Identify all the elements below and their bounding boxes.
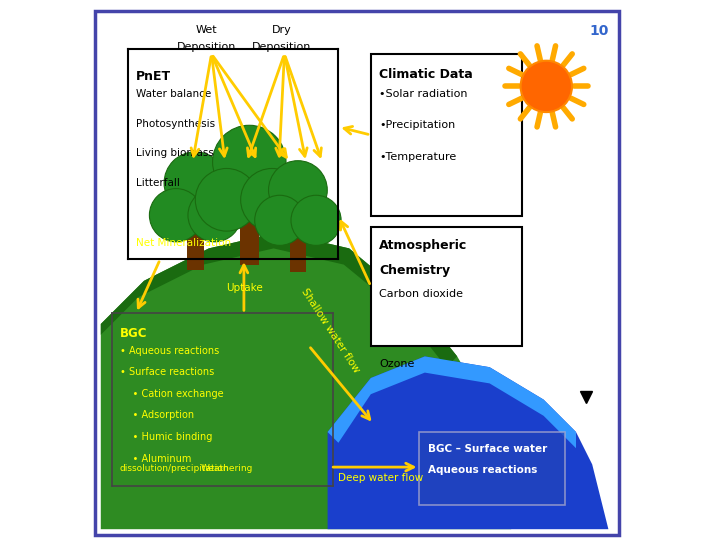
- Circle shape: [195, 168, 258, 231]
- Polygon shape: [328, 356, 608, 529]
- Text: Litterfall: Litterfall: [136, 178, 180, 188]
- Text: BGC – Surface water: BGC – Surface water: [428, 444, 546, 454]
- Text: Shallow water flow: Shallow water flow: [300, 287, 361, 375]
- Circle shape: [521, 60, 572, 112]
- Text: Chemistry: Chemistry: [379, 264, 450, 276]
- Circle shape: [269, 161, 328, 219]
- Bar: [187, 211, 204, 270]
- Circle shape: [255, 195, 305, 245]
- Text: • Adsorption: • Adsorption: [120, 410, 194, 421]
- Text: Weathering: Weathering: [201, 464, 253, 474]
- Text: Photosynthesis: Photosynthesis: [136, 119, 215, 129]
- FancyBboxPatch shape: [419, 432, 565, 505]
- Text: 10: 10: [589, 24, 608, 38]
- Text: • Aluminum: • Aluminum: [120, 454, 191, 464]
- Text: Net Mineralization: Net Mineralization: [136, 238, 231, 248]
- FancyBboxPatch shape: [371, 54, 522, 216]
- Text: Deposition: Deposition: [252, 42, 311, 52]
- Text: Ozone: Ozone: [379, 359, 414, 369]
- Text: Dry: Dry: [272, 25, 292, 35]
- Text: Wet: Wet: [195, 25, 217, 35]
- Text: Climatic Data: Climatic Data: [379, 68, 472, 80]
- Circle shape: [212, 125, 286, 199]
- Text: •Temperature: •Temperature: [379, 152, 456, 162]
- Polygon shape: [101, 232, 511, 529]
- Text: • Surface reactions: • Surface reactions: [120, 367, 214, 377]
- Circle shape: [150, 188, 202, 242]
- Text: • Cation exchange: • Cation exchange: [120, 389, 223, 399]
- Text: Aqueous reactions: Aqueous reactions: [428, 465, 537, 476]
- Circle shape: [164, 152, 227, 214]
- Circle shape: [291, 195, 341, 245]
- Text: Water balance: Water balance: [136, 89, 211, 99]
- Text: •Precipitation: •Precipitation: [379, 120, 455, 131]
- Text: Uptake: Uptake: [227, 282, 264, 293]
- Circle shape: [188, 188, 241, 242]
- Text: Atmospheric: Atmospheric: [379, 239, 467, 252]
- Bar: [290, 216, 306, 272]
- Polygon shape: [101, 232, 457, 367]
- Text: • Humic binding: • Humic binding: [120, 432, 212, 442]
- FancyBboxPatch shape: [371, 227, 522, 346]
- Text: Deposition: Deposition: [176, 42, 235, 52]
- Text: BGC: BGC: [120, 327, 147, 340]
- Bar: [240, 194, 259, 265]
- Text: Living biomass: Living biomass: [136, 148, 214, 159]
- Text: dissolution/precipitation: dissolution/precipitation: [120, 464, 229, 474]
- FancyBboxPatch shape: [95, 11, 619, 535]
- Text: Deep water flow: Deep water flow: [338, 472, 423, 483]
- Text: •Solar radiation: •Solar radiation: [379, 89, 467, 99]
- Text: PnET: PnET: [136, 70, 171, 83]
- Text: Carbon dioxide: Carbon dioxide: [379, 289, 463, 299]
- Polygon shape: [328, 356, 576, 448]
- Circle shape: [240, 168, 303, 231]
- Text: • Aqueous reactions: • Aqueous reactions: [120, 346, 219, 356]
